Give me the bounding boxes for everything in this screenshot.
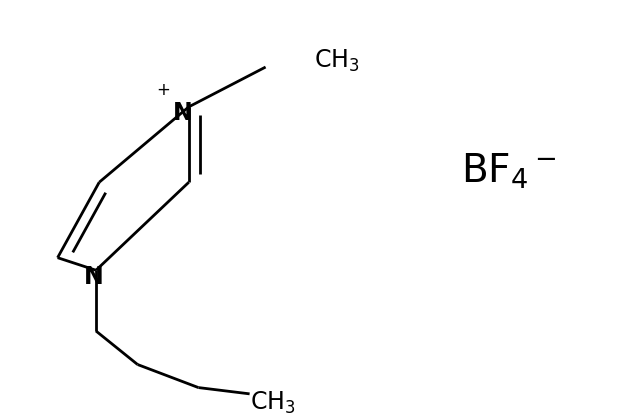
Text: +: + (156, 81, 170, 99)
Text: N: N (173, 101, 192, 125)
Text: CH$_3$: CH$_3$ (250, 390, 295, 416)
Text: CH$_3$: CH$_3$ (314, 48, 359, 74)
Text: N: N (84, 264, 104, 289)
Text: BF$_4$$^-$: BF$_4$$^-$ (461, 152, 557, 191)
